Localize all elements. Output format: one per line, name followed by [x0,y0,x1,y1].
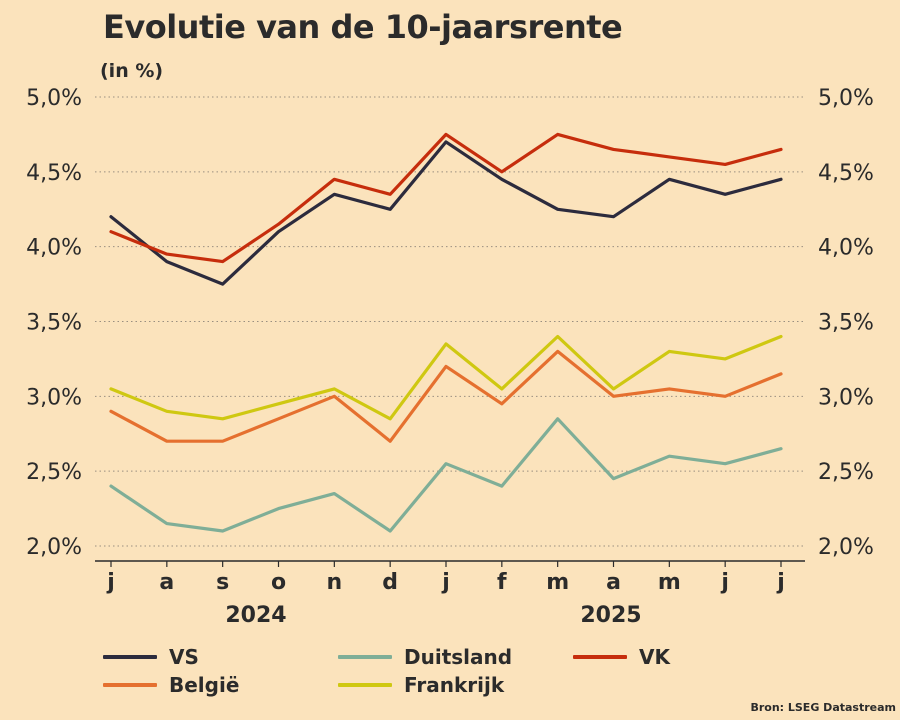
series-line-vk [109,132,783,264]
legend-swatch-belgie [103,683,157,687]
series-line-frankrijk [109,334,783,421]
x-tick-label: s [216,570,229,595]
legend-swatch-vs [103,655,157,659]
y-tick-label-left: 3,5% [26,311,82,336]
legend-item-frankrijk: Frankrijk [338,673,504,697]
legend-item-vs: VS [103,645,199,669]
legend-label-belgie: België [169,673,240,697]
legend-item-belgie: België [103,673,239,697]
x-tick-label: j [441,570,450,595]
x-tick-label: j [776,570,785,595]
legend-label-vk: VK [639,645,670,669]
line-chart: 2,0% 2,5% 3,0% 3,5% 4,0% 4,5% 5,0% 2,0% 2,5% 3,0… [26,86,874,628]
x-tick-label: d [382,570,398,595]
y-tick-label-left: 5,0% [26,86,82,111]
y-tick-label-right: 3,0% [818,385,874,410]
y-tick-label-right: 3,5% [818,311,874,336]
y-tick-label-right: 2,5% [818,460,874,485]
series-lines [109,132,783,533]
gridlines [95,96,805,547]
x-tick-label: m [658,570,681,595]
chart-title: Evolutie van de 10-jaarsrente [103,8,623,46]
legend-swatch-frankrijk [338,683,392,687]
x-tick-label: f [497,570,507,595]
series-line-duitsland [109,417,783,533]
y-tick-label-left: 4,5% [26,161,82,186]
year-label-2024: 2024 [225,603,286,628]
source-note: Bron: LSEG Datastream [750,701,896,714]
x-tick-label: j [720,570,729,595]
legend-label-frankrijk: Frankrijk [404,673,505,697]
x-tick-label: j [106,570,115,595]
y-tick-label-right: 5,0% [818,86,874,111]
x-axis: j a s o n d j f m a m j j 2024 2025 [106,561,785,628]
series-line-vs [109,140,783,286]
y-axis-right: 2,0% 2,5% 3,0% 3,5% 4,0% 4,5% 5,0% [818,86,874,560]
y-tick-label-right: 4,0% [818,236,874,261]
x-tick-label: a [606,570,621,595]
y-tick-label-left: 2,5% [26,460,82,485]
legend-item-vk: VK [573,645,670,669]
y-tick-label-left: 3,0% [26,385,82,410]
legend-swatch-duitsland [338,655,392,659]
x-tick-label: n [326,570,342,595]
y-tick-label-left: 2,0% [26,535,82,560]
year-label-2025: 2025 [580,603,641,628]
x-tick-label: o [271,570,286,595]
chart-subtitle: (in %) [100,60,164,82]
x-tick-label: m [546,570,569,595]
x-tick-label: a [159,570,174,595]
legend-swatch-vk [573,655,627,659]
y-tick-label-right: 4,5% [818,161,874,186]
y-tick-label-right: 2,0% [818,535,874,560]
y-tick-label-left: 4,0% [26,236,82,261]
legend-item-duitsland: Duitsland [338,645,512,669]
legend-label-vs: VS [169,645,199,669]
y-axis-left: 2,0% 2,5% 3,0% 3,5% 4,0% 4,5% 5,0% [26,86,82,560]
legend-label-duitsland: Duitsland [404,645,513,669]
